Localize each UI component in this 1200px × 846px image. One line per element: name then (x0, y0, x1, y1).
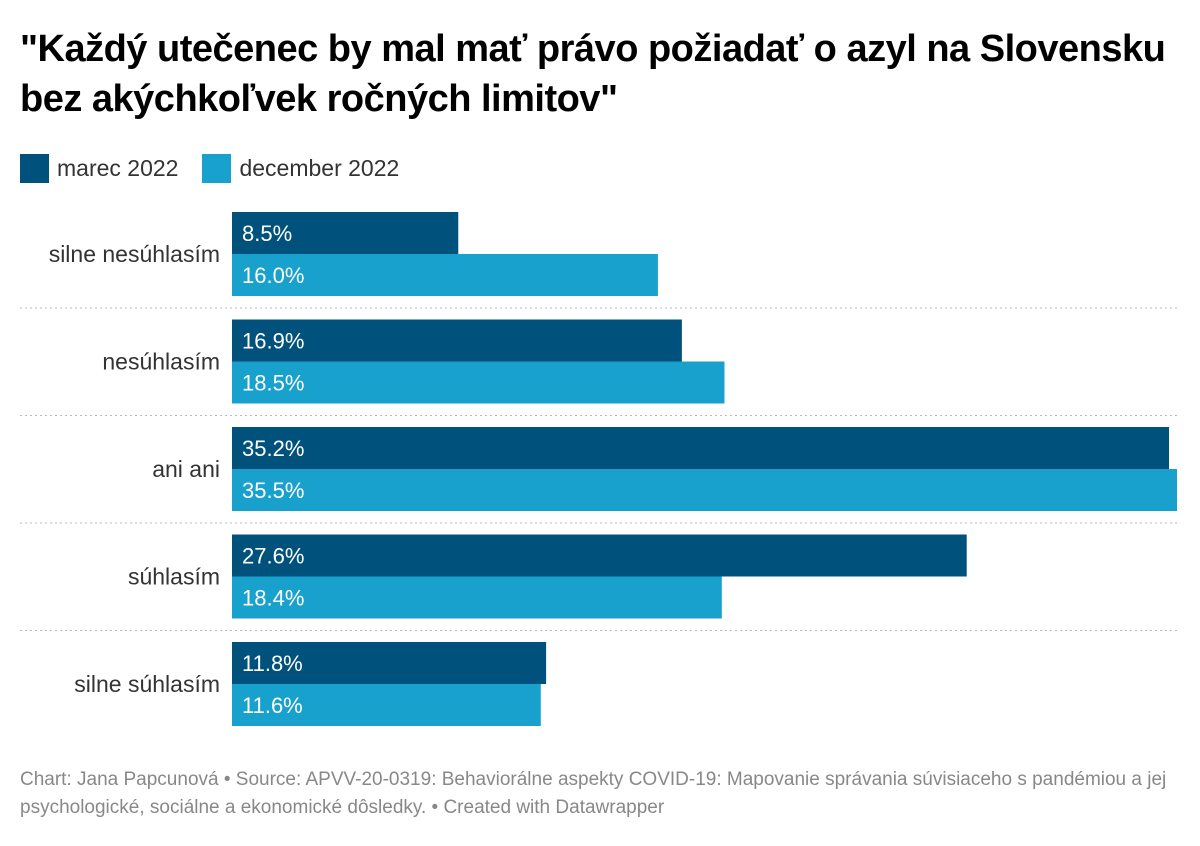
category-label: nesúhlasím (102, 349, 220, 375)
data-label: 11.8% (242, 651, 303, 676)
chart-title: "Každý utečenec by mal mať právo požiada… (20, 28, 1166, 120)
legend-label: december 2022 (239, 155, 400, 181)
legend-label: marec 2022 (57, 155, 179, 181)
data-label: 11.6% (242, 693, 303, 718)
bar (232, 642, 547, 684)
data-label: 16.9% (242, 329, 304, 354)
category-label: súhlasím (128, 564, 220, 590)
data-label: 18.5% (242, 371, 304, 396)
data-label: 27.6% (242, 544, 304, 569)
bar (232, 361, 725, 404)
data-label: 18.4% (242, 586, 304, 611)
footer-credits: Chart: Jana Papcunová • Source: APVV-20-… (20, 769, 1167, 818)
bar (232, 576, 722, 619)
data-label: 35.5% (242, 478, 304, 503)
category-label: ani ani (152, 456, 220, 482)
legend-swatch (202, 154, 232, 183)
bar (232, 212, 459, 254)
bar (232, 684, 541, 726)
legend: marec 2022 december 2022 (20, 154, 423, 183)
legend-item-december: december 2022 (202, 154, 399, 183)
legend-item-marec: marec 2022 (20, 154, 178, 183)
bar (232, 534, 967, 577)
legend-swatch (20, 154, 49, 183)
category-label: silne nesúhlasím (49, 241, 220, 267)
category-label: silne súhlasím (74, 671, 220, 697)
data-label: 8.5% (242, 221, 292, 246)
bar (232, 427, 1170, 469)
data-label: 16.0% (242, 263, 304, 288)
bar-chart: silne nesúhlasím 8.5% 16.0% nesúhlasím 16.9%… (20, 212, 1180, 726)
bar (232, 254, 658, 296)
bar (232, 469, 1177, 511)
data-label: 35.2% (242, 436, 304, 461)
bar (232, 319, 682, 362)
